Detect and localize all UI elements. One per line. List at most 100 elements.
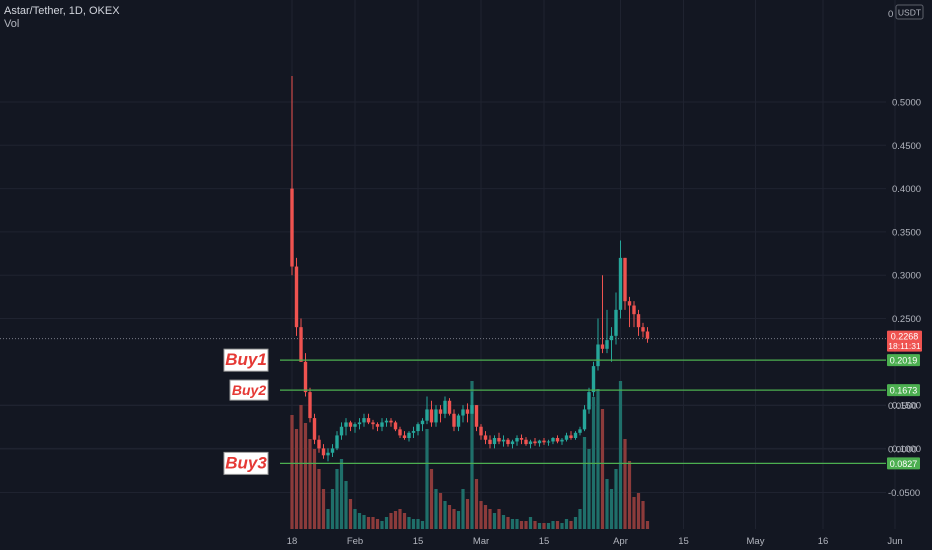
candle-body — [348, 422, 353, 427]
volume-bar — [357, 513, 362, 529]
volume-bar — [555, 521, 560, 529]
candle-body — [344, 422, 348, 427]
candle-body — [591, 366, 596, 393]
price-axis-label: 0.2500 — [892, 314, 921, 325]
volume-bar — [353, 509, 357, 529]
volume-bar — [389, 513, 393, 529]
candle-body — [407, 432, 411, 439]
volume-bar — [438, 493, 443, 529]
volume-bar — [456, 511, 461, 529]
candle-body — [596, 344, 600, 367]
candle-body — [470, 405, 474, 414]
annotation-buy3: Buy3 — [225, 453, 267, 472]
volume-bar — [416, 519, 420, 529]
candle-body — [294, 266, 299, 328]
current-price-tag — [887, 330, 922, 352]
candle-body — [335, 435, 339, 449]
candle-body — [519, 438, 524, 440]
candle-body — [371, 422, 375, 425]
candle-body — [641, 327, 645, 332]
candle-body — [461, 409, 465, 416]
volume-axis-label: 0.0500 — [888, 401, 917, 412]
candle-body — [623, 257, 627, 302]
volume-bar — [443, 501, 447, 529]
volume-bar — [402, 513, 407, 529]
candle-body — [456, 415, 461, 427]
candle-body — [618, 257, 623, 310]
volume-bar — [366, 517, 371, 529]
candle-body — [398, 429, 402, 436]
volume-bar — [614, 469, 618, 529]
candle-body — [402, 435, 407, 439]
level-price-label: 0.2019 — [890, 356, 918, 366]
level-price-tag — [887, 457, 920, 470]
candle-body — [330, 448, 335, 453]
volume-bar — [551, 521, 555, 529]
volume-bar — [515, 519, 519, 529]
candle-body — [645, 331, 650, 339]
volume-bar — [641, 501, 645, 529]
candle-body — [479, 426, 483, 436]
volume-bar — [519, 521, 524, 529]
volume-axis-label: 0.0000 — [888, 445, 917, 456]
candle-body — [420, 420, 425, 425]
volume-bar — [618, 381, 623, 529]
volume-bar — [321, 489, 326, 529]
annotation-box — [223, 348, 269, 372]
candle-body — [366, 418, 371, 423]
candle-body — [326, 452, 330, 456]
price-axis-label: 0.1000 — [892, 444, 921, 455]
volume-bar — [632, 497, 636, 529]
candle-body — [389, 420, 393, 423]
volume-bar — [380, 521, 384, 529]
candle-body — [429, 409, 434, 423]
volume-bar — [645, 521, 650, 529]
volume-bar — [600, 409, 605, 529]
candle-body — [438, 409, 443, 414]
candle-body — [569, 435, 573, 439]
volume-bar — [488, 509, 492, 529]
candle-body — [551, 438, 555, 442]
price-axis-label-top: 0 — [888, 9, 893, 20]
annotation-buy2: Buy2 — [232, 382, 266, 398]
volume-bar — [636, 493, 641, 529]
candle-body — [384, 420, 389, 423]
volume-bar — [479, 501, 483, 529]
volume-bar — [533, 521, 537, 529]
volume-bar — [605, 479, 609, 529]
candle-body — [609, 335, 614, 341]
candle-body — [393, 422, 398, 430]
time-axis-label: 18 — [287, 536, 298, 547]
price-axis-label: 0.1500 — [892, 401, 921, 412]
volume-bar — [506, 517, 510, 529]
price-axis-label: 0.4500 — [892, 141, 921, 152]
volume-bar — [411, 519, 416, 529]
volume-bar — [344, 481, 348, 529]
volume-bar — [546, 523, 551, 529]
annotation-box — [223, 451, 269, 475]
candle-body — [411, 431, 416, 433]
volume-bar — [398, 509, 402, 529]
candle-body — [627, 301, 632, 306]
volume-bar — [497, 509, 501, 529]
candle-body — [582, 409, 587, 430]
candle-body — [497, 438, 501, 442]
level-price-label: 0.0827 — [890, 459, 918, 469]
candle-body — [488, 439, 492, 445]
volume-label[interactable]: Vol — [4, 18, 20, 30]
candle-body — [614, 309, 618, 336]
candle-body — [321, 448, 326, 456]
volume-bar — [312, 449, 317, 529]
candle-body — [510, 441, 515, 445]
candle-body — [546, 441, 551, 443]
candle-body — [605, 340, 609, 349]
symbol-title[interactable]: Astar/Tether, 1D, OKEX — [4, 5, 120, 17]
candle-body — [312, 418, 317, 440]
volume-bar — [573, 517, 578, 529]
candle-body — [506, 439, 510, 445]
candle-body — [636, 314, 641, 328]
time-axis-label: Feb — [347, 536, 363, 547]
volume-bar — [528, 517, 533, 529]
